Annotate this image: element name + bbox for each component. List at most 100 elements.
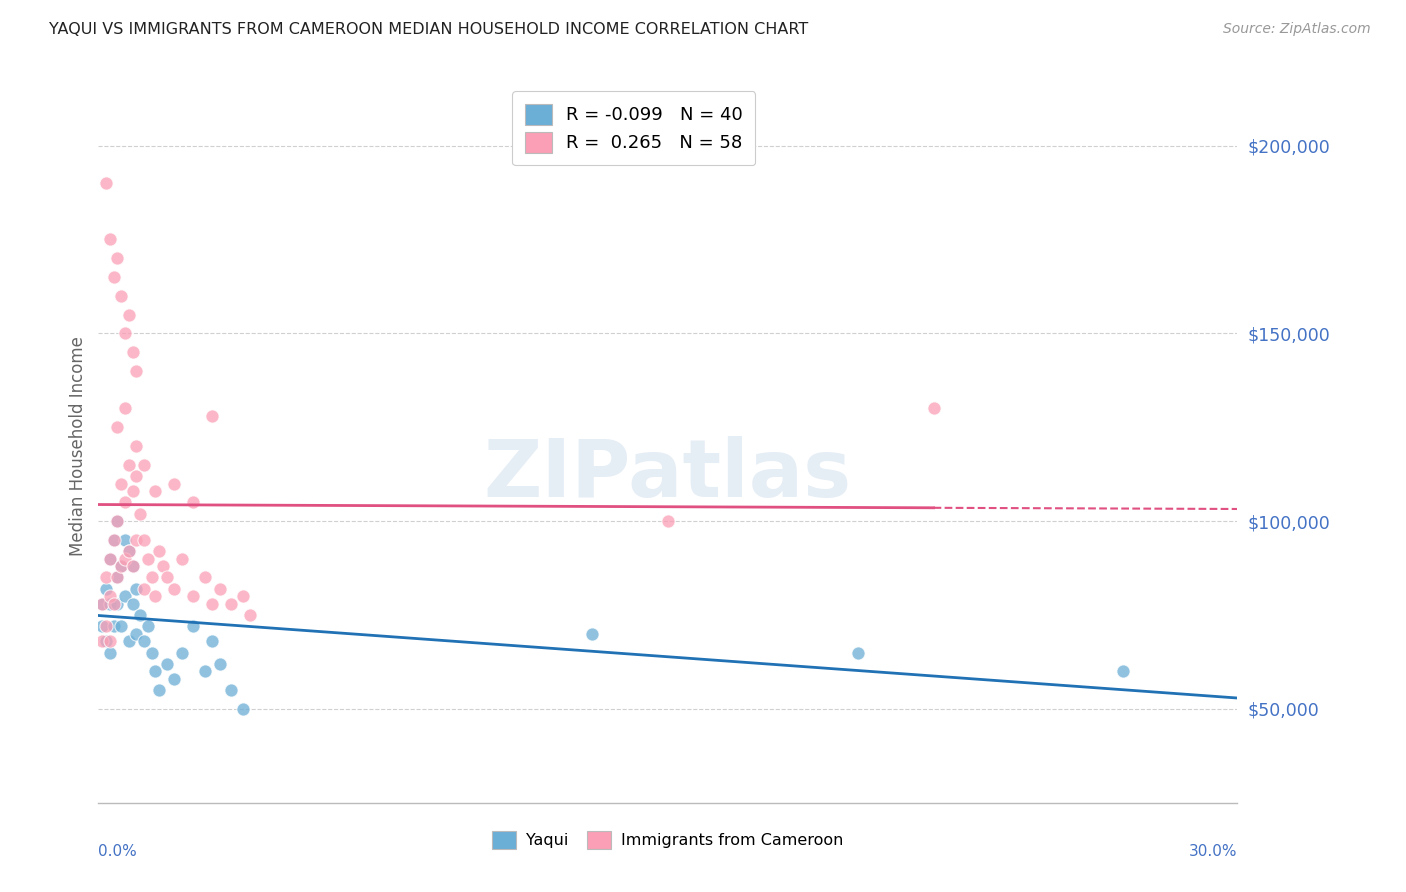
Point (121, 597, 143, 611)
Point (183, 619, 205, 633)
Point (170, 551, 193, 566)
Point (114, 326, 136, 341)
Point (107, 597, 129, 611)
Point (107, 514, 129, 528)
Point (152, 559, 174, 574)
Point (136, 551, 159, 566)
Point (110, 289, 132, 303)
Point (125, 469, 148, 483)
Point (208, 657, 231, 671)
Point (103, 270, 125, 285)
Text: 0.0%: 0.0% (98, 845, 138, 860)
Point (129, 507, 152, 521)
Point (107, 251, 129, 265)
Point (239, 607, 262, 622)
Text: Source: ZipAtlas.com: Source: ZipAtlas.com (1223, 22, 1371, 37)
Point (156, 657, 179, 671)
Point (118, 544, 141, 558)
Point (141, 570, 163, 584)
Point (208, 582, 231, 596)
Point (98, 232, 121, 246)
Point (156, 570, 179, 584)
Point (107, 570, 129, 584)
Point (922, 401, 945, 416)
Point (163, 476, 186, 491)
Point (232, 589, 254, 603)
Point (107, 570, 129, 584)
Point (110, 476, 132, 491)
Point (94, 619, 117, 633)
Point (121, 559, 143, 574)
Point (145, 484, 167, 499)
Point (121, 559, 143, 574)
Point (657, 514, 679, 528)
Point (846, 646, 869, 660)
Point (94, 582, 117, 596)
Point (118, 308, 141, 322)
Point (107, 420, 129, 434)
Point (103, 533, 125, 547)
Point (221, 597, 243, 611)
Point (103, 619, 125, 633)
Point (114, 589, 136, 603)
Point (110, 619, 132, 633)
Point (201, 409, 224, 423)
Point (221, 683, 243, 698)
Point (132, 582, 155, 596)
Point (110, 559, 132, 574)
Point (107, 514, 129, 528)
Point (194, 570, 217, 584)
Point (94, 634, 117, 648)
Point (125, 582, 148, 596)
Point (91, 634, 114, 648)
Text: ZIPatlas: ZIPatlas (484, 435, 852, 514)
Point (194, 665, 217, 679)
Point (114, 401, 136, 416)
Point (91, 597, 114, 611)
Point (114, 551, 136, 566)
Point (125, 533, 148, 547)
Text: 30.0%: 30.0% (1189, 845, 1237, 860)
Point (98, 551, 121, 566)
Point (145, 589, 167, 603)
Point (114, 533, 136, 547)
Text: YAQUI VS IMMIGRANTS FROM CAMEROON MEDIAN HOUSEHOLD INCOME CORRELATION CHART: YAQUI VS IMMIGRANTS FROM CAMEROON MEDIAN… (49, 22, 808, 37)
Point (201, 597, 224, 611)
Point (98, 634, 121, 648)
Point (170, 646, 193, 660)
Point (132, 634, 155, 648)
Point (98, 551, 121, 566)
Point (110, 559, 132, 574)
Point (103, 533, 125, 547)
Point (98, 597, 121, 611)
Point (125, 364, 148, 378)
Point (232, 702, 254, 716)
Point (98, 589, 121, 603)
Point (183, 495, 205, 509)
Point (114, 495, 136, 509)
Point (98, 646, 121, 660)
Point (121, 484, 143, 499)
Point (163, 672, 186, 686)
Point (145, 665, 167, 679)
Point (125, 439, 148, 453)
Point (129, 607, 152, 622)
Point (118, 634, 141, 648)
Point (132, 458, 155, 472)
Point (132, 533, 155, 547)
Point (94, 570, 117, 584)
Point (118, 544, 141, 558)
Legend: Yaqui, Immigrants from Cameroon: Yaqui, Immigrants from Cameroon (486, 824, 849, 855)
Y-axis label: Median Household Income: Median Household Income (69, 336, 87, 556)
Point (125, 627, 148, 641)
Point (148, 544, 170, 558)
Point (183, 589, 205, 603)
Point (201, 634, 224, 648)
Point (1112, 665, 1135, 679)
Point (91, 597, 114, 611)
Point (94, 176, 117, 190)
Point (91, 619, 114, 633)
Point (118, 458, 141, 472)
Point (581, 627, 603, 641)
Point (136, 619, 159, 633)
